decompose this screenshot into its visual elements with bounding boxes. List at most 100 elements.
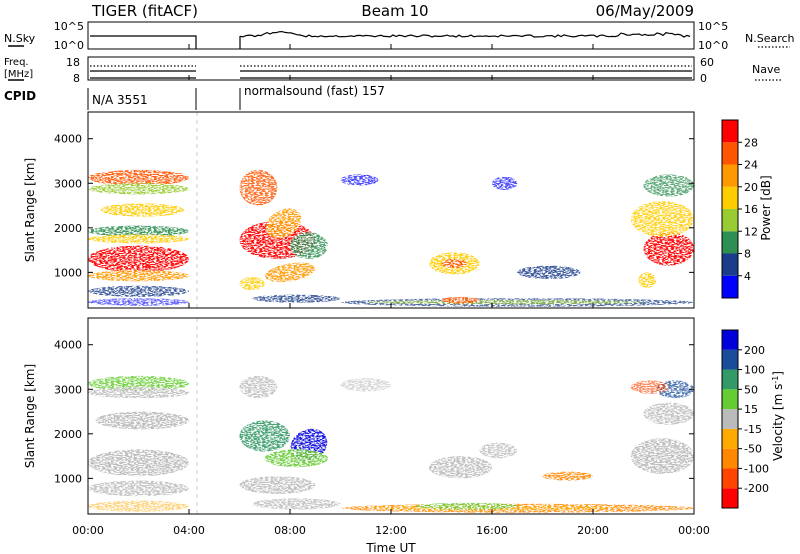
velocity-data: [88, 375, 694, 513]
time-axis: 00:00 04:00 08:00 12:00 16:00 20:00 00:00: [72, 44, 710, 537]
power-colorbar-label-1: 8: [744, 248, 751, 261]
nsearch-tick-bottom: 10^0: [698, 39, 728, 52]
power-colorbar-label-6: 28: [744, 136, 758, 149]
time-axis-label: Time UT: [365, 541, 416, 554]
nsky-panel: N.Sky 10^5 10^0 10^5 10^0 N.Search: [4, 20, 795, 52]
power-colorbar-swatch-7: [722, 120, 738, 143]
power-ytick-label-2000: 2000: [54, 222, 82, 235]
velocity-ylabel: Slant Range [km]: [23, 364, 37, 468]
freq-panel: Freq. [MHz] 18 8 60 0 Nave: [4, 56, 782, 85]
velocity-ytick-label-3000: 3000: [54, 383, 82, 396]
power-echo-12: [290, 232, 328, 259]
velocity-colorbar-swatch-0: [722, 488, 738, 508]
power-colorbar-swatch-4: [722, 186, 738, 209]
velocity-echo-10: [239, 476, 316, 494]
nave-tick-bottom: 0: [700, 72, 707, 85]
power-colorbar-label-0: 4: [744, 270, 751, 283]
power-colorbar-label-3: 16: [744, 203, 758, 216]
power-echo-25: [630, 201, 694, 237]
velocity-echo-4: [88, 480, 189, 497]
velocity-echo-2: [95, 411, 189, 430]
time-tick-label-3: 12:00: [375, 524, 407, 537]
power-colorbar-label-4: 20: [744, 181, 758, 194]
power-echo-27: [643, 174, 694, 197]
time-tick-label-6: 00:00: [678, 524, 710, 537]
power-colorbar-label-5: 24: [744, 159, 758, 172]
velocity-echo-5: [88, 500, 189, 512]
velocity-echo-18: [630, 438, 694, 474]
power-colorbar-swatch-2: [722, 231, 738, 254]
power-colorbar-swatch-5: [722, 164, 738, 187]
power-echo-10: [239, 169, 278, 206]
power-echo-13: [265, 262, 315, 283]
power-colorbar: 4 8 12 16 20 24 28: [721, 119, 758, 299]
velocity-colorbar-swatch-1: [722, 468, 738, 489]
velocity-colorbar-swatch-5: [722, 389, 738, 410]
power-echo-1: [88, 183, 189, 195]
velocity-echo-11: [252, 498, 341, 510]
freq-unit: [MHz]: [4, 69, 33, 80]
velocity-colorbar: -200 -100 -50 -15 15 50 100 200: [721, 329, 769, 509]
power-echo-23: [492, 176, 518, 190]
power-ytick-label-1000: 1000: [54, 266, 82, 279]
freq-traces: [90, 65, 692, 79]
velocity-panel: 1000 2000 3000 4000 Slant Range [km]: [23, 317, 695, 515]
power-echo-6: [88, 270, 189, 282]
power-ylabel: Slant Range [km]: [23, 158, 37, 262]
freq-tick-bottom: 8: [73, 72, 80, 85]
nave-label: Nave: [752, 63, 780, 76]
velocity-echo-1: [88, 387, 189, 399]
power-y-axis: 1000 2000 3000 4000: [54, 133, 694, 279]
nsky-tick-bottom: 10^0: [54, 39, 84, 52]
velocity-echo-0: [88, 375, 189, 392]
power-echo-3: [88, 225, 189, 237]
velocity-colorbar-swatch-8: [722, 330, 738, 350]
power-panel: 1000 2000 3000 4000 Slant Range [km]: [23, 111, 695, 309]
nsky-label: N.Sky: [4, 32, 36, 45]
power-echo-8: [88, 298, 189, 306]
power-echo-24: [643, 232, 694, 266]
time-tick-label-2: 08:00: [274, 524, 306, 537]
velocity-colorbar-swatch-3: [722, 428, 738, 449]
velocity-ytick-label-4000: 4000: [54, 339, 82, 352]
power-data: [88, 169, 694, 307]
velocity-echo-14: [428, 456, 492, 479]
power-ytick-label-4000: 4000: [54, 133, 82, 146]
velocity-echo-21: [630, 380, 669, 394]
power-echo-21: [517, 265, 581, 280]
power-colorbar-label-2: 12: [744, 225, 758, 238]
velocity-colorbar-swatch-7: [722, 349, 738, 370]
nave-tick-top: 60: [700, 56, 714, 69]
power-echo-4: [88, 234, 189, 244]
velocity-colorbar-label-0: -200: [744, 482, 769, 495]
velocity-colorbar-label-7: 200: [744, 344, 765, 357]
power-echo-22: [340, 174, 379, 186]
cpid-segment-1: N/A 3551: [92, 93, 148, 107]
velocity-colorbar-swatch-2: [722, 448, 738, 469]
power-echo-26: [638, 272, 657, 288]
velocity-echo-15: [416, 502, 518, 510]
cpid-row: CPID N/A 3551 normalsound (fast) 157: [4, 84, 385, 110]
power-echo-14: [239, 276, 265, 291]
velocity-echo-7: [239, 420, 290, 452]
power-echo-15: [252, 294, 341, 303]
velocity-colorbar-swatch-4: [722, 409, 738, 429]
power-colorbar-label: Power [dB]: [759, 175, 773, 240]
power-echo-20: [441, 259, 467, 268]
power-colorbar-swatch-6: [722, 142, 738, 165]
power-echo-2: [100, 203, 184, 217]
power-echo-18: [441, 296, 480, 304]
time-tick-label-0: 00:00: [72, 524, 104, 537]
velocity-echo-19: [643, 402, 694, 425]
nsky-tick-top: 10^5: [54, 20, 84, 33]
velocity-echo-9: [264, 449, 328, 468]
velocity-colorbar-label-2: -50: [744, 443, 762, 456]
velocity-colorbar-label-3: -15: [744, 423, 762, 436]
beam-label: Beam 10: [361, 2, 428, 20]
nsearch-tick-top: 10^5: [698, 20, 728, 33]
velocity-colorbar-label: Velocity [m s-1]: [771, 371, 785, 461]
time-tick-label-1: 04:00: [173, 524, 205, 537]
velocity-echo-3: [88, 449, 189, 477]
nsearch-label: N.Search: [745, 32, 795, 45]
